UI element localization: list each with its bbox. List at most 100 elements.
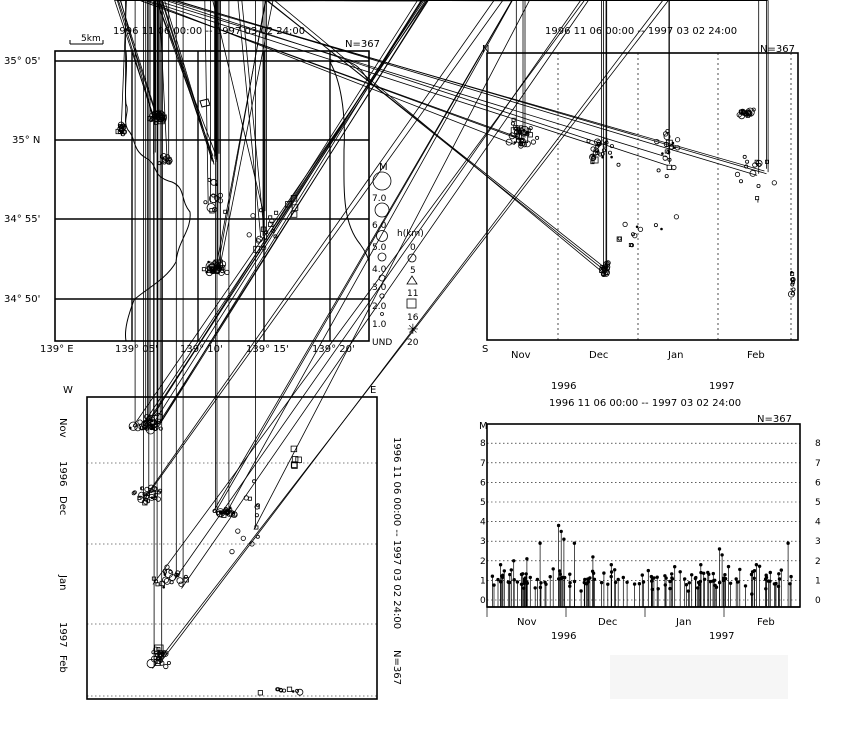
event-marker [274,0,606,274]
event-marker [657,169,660,172]
mt-event-point [617,578,620,581]
mt-event-point [767,579,770,582]
mt-event-point [789,575,792,578]
event-marker [529,127,532,130]
map-lat-label-2: 35° N [12,135,40,146]
mt-event-point [670,572,673,575]
mt-event-point [492,583,495,586]
event-marker [514,142,516,144]
mt-event-point [534,586,537,589]
mt-event-point [536,578,539,581]
event-marker [155,0,421,421]
mt-event-point [758,565,761,568]
mt-event-point [568,581,571,584]
event-marker [636,226,638,228]
event-marker [169,570,172,573]
mt-event-point [777,572,780,575]
event-marker [667,165,671,169]
map-lat-label-3: 34° 55' [4,214,40,225]
event-marker [661,228,663,230]
we-label-east: E [370,385,376,396]
mt-event-point [679,570,682,573]
legend-h-5: 5 [410,266,416,276]
mt-event-point [510,568,513,571]
mt-event-point [499,563,502,566]
event-marker [792,288,795,291]
mt-event-point [727,565,730,568]
mt-event-point [557,524,560,527]
epicenter-map: 1996 11 06 00:00 -- 1997 03 02 24:00 N=3… [4,0,380,355]
legend-circle-m7 [373,172,391,190]
event-marker [654,224,657,227]
mt-event-point [587,577,590,580]
event-marker [121,0,126,126]
mt-event-point [709,580,712,583]
mt-event-point [520,573,523,576]
event-marker [662,153,664,155]
mt-event-point [513,578,516,581]
event-marker [743,155,746,158]
ns-label-south: S [482,344,488,355]
we-year-1996: 1996 [57,461,68,486]
legend-h-11: 11 [407,289,418,299]
mt-plot: 1996 1997 1996 11 06 00:00 -- 1997 03 02… [479,381,821,642]
map-period: 1996 11 06 00:00 -- 1997 03 02 24:00 [113,26,305,37]
we-period: 1996 11 06 00:00 -- 1997 03 02 24:00 [391,437,402,629]
mt-event-point [664,583,667,586]
mt-event-point [563,576,566,579]
mt-event-point [735,577,738,580]
event-marker [202,268,205,271]
event-marker [623,222,627,226]
mt-month-feb: Feb [757,617,775,628]
event-marker [211,179,217,185]
mt-tick-label-left: 3 [480,537,486,547]
event-marker [230,549,234,553]
we-month-nov: Nov [57,418,68,438]
mt-event-point [525,557,528,560]
event-marker [251,214,255,218]
mt-period: 1996 11 06 00:00 -- 1997 03 02 24:00 [549,398,741,409]
mt-event-point [668,580,671,583]
mt-event-point [685,583,688,586]
event-marker [144,0,424,423]
event-marker [179,582,183,586]
mt-event-point [729,582,732,585]
event-marker [511,122,514,125]
mt-tick-label-left: 7 [480,459,486,469]
mt-event-point [539,586,542,589]
mt-event-point [559,573,562,576]
event-marker [151,497,153,499]
event-marker [292,691,294,693]
mt-event-point [780,568,783,571]
mt-event-point [715,586,718,589]
legend-depth-triangle [407,276,417,284]
mt-event-point [778,577,781,580]
mt-event-point [722,579,725,582]
mt-event-point [668,587,671,590]
mt-year-1996-top: 1996 [551,381,576,392]
mt-event-point [591,555,594,558]
mt-year-1996-bottom: 1996 [551,631,576,642]
we-month-jan: Jan [57,574,68,590]
mt-tick-label-left: 8 [480,439,486,449]
mt-tick-label-right: 5 [815,498,821,508]
mt-event-point [600,581,603,584]
mt-event-point [583,578,586,581]
event-marker [735,172,739,176]
map-lat-label-4: 34° 50' [4,294,40,305]
mt-event-point [699,580,702,583]
mt-month-jan: Jan [675,617,691,628]
mt-tick-label-right: 0 [815,596,821,606]
mt-event-point [593,578,596,581]
blank-area [610,655,788,699]
mt-tick-label-left: 4 [480,518,486,528]
mt-event-point [496,578,499,581]
event-marker [256,535,259,538]
map-lat-label-1: 35° 05' [4,56,40,67]
mt-event-point [592,572,595,575]
mt-event-point [529,576,532,579]
mt-event-point [516,580,519,583]
event-marker [608,151,611,154]
mt-event-point [642,580,645,583]
mt-event-point [671,577,674,580]
